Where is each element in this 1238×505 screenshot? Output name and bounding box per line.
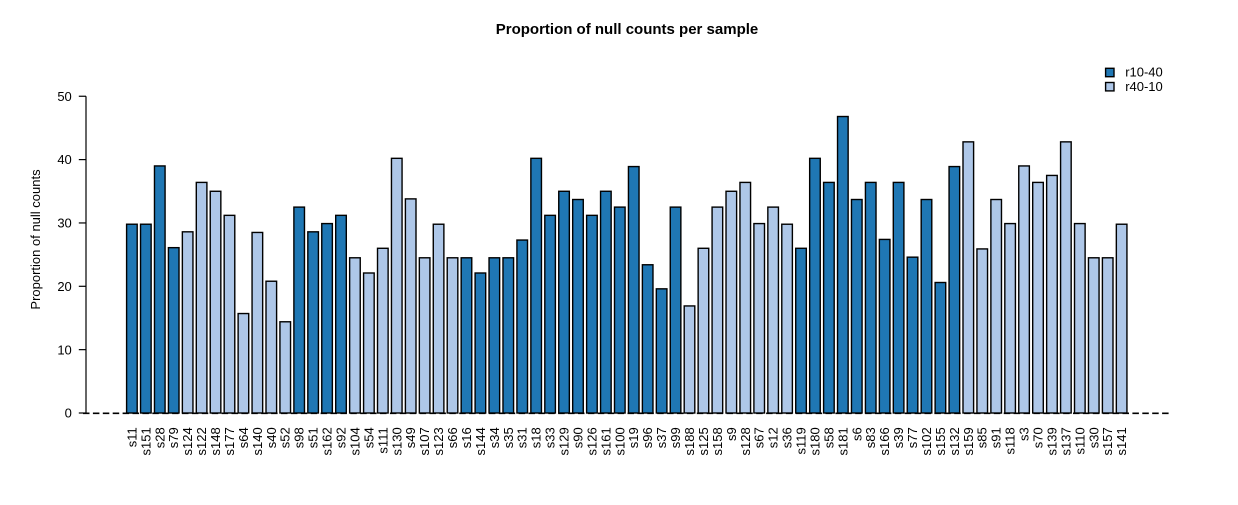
svg-text:s6: s6 — [849, 427, 864, 441]
svg-text:s129: s129 — [557, 427, 572, 455]
svg-text:s124: s124 — [180, 427, 195, 455]
svg-text:s126: s126 — [584, 427, 599, 455]
svg-text:s110: s110 — [1072, 427, 1087, 454]
svg-text:20: 20 — [57, 279, 71, 294]
svg-text:s52: s52 — [278, 427, 293, 448]
svg-text:s91: s91 — [989, 427, 1004, 448]
svg-text:s130: s130 — [389, 427, 404, 455]
svg-text:s122: s122 — [194, 427, 209, 455]
svg-text:s49: s49 — [403, 427, 418, 448]
svg-text:s151: s151 — [138, 427, 153, 455]
svg-text:s36: s36 — [780, 427, 795, 448]
svg-text:s128: s128 — [738, 427, 753, 455]
svg-text:s144: s144 — [473, 427, 488, 455]
svg-text:30: 30 — [57, 216, 71, 231]
svg-text:s181: s181 — [835, 427, 850, 455]
svg-text:s39: s39 — [891, 427, 906, 448]
svg-text:s141: s141 — [1114, 427, 1129, 455]
svg-text:s85: s85 — [975, 427, 990, 448]
svg-text:s12: s12 — [766, 427, 781, 448]
svg-text:s102: s102 — [919, 427, 934, 455]
svg-text:s137: s137 — [1058, 427, 1073, 455]
svg-text:Proportion of null counts: Proportion of null counts — [28, 169, 43, 310]
svg-text:s37: s37 — [654, 427, 669, 448]
svg-text:0: 0 — [65, 406, 72, 421]
svg-text:40: 40 — [57, 152, 71, 167]
svg-text:10: 10 — [57, 342, 71, 357]
svg-text:s31: s31 — [515, 427, 530, 448]
svg-text:s18: s18 — [529, 427, 544, 448]
svg-text:s123: s123 — [431, 427, 446, 455]
svg-text:s90: s90 — [570, 427, 585, 448]
svg-text:s96: s96 — [640, 427, 655, 448]
svg-text:s64: s64 — [236, 427, 251, 448]
svg-text:s111: s111 — [375, 427, 390, 453]
svg-text:s166: s166 — [877, 427, 892, 455]
svg-text:s83: s83 — [863, 427, 878, 448]
svg-text:s30: s30 — [1086, 427, 1101, 448]
svg-text:s155: s155 — [933, 427, 948, 455]
svg-text:s79: s79 — [166, 427, 181, 448]
svg-text:s9: s9 — [724, 427, 739, 441]
svg-text:s159: s159 — [961, 427, 976, 455]
svg-text:s119: s119 — [794, 427, 809, 454]
svg-text:s77: s77 — [905, 427, 920, 448]
svg-text:s148: s148 — [208, 427, 223, 455]
svg-text:s67: s67 — [752, 427, 767, 448]
svg-text:s92: s92 — [334, 427, 349, 448]
svg-text:s35: s35 — [501, 427, 516, 448]
svg-text:s107: s107 — [417, 427, 432, 455]
svg-text:s3: s3 — [1017, 427, 1032, 441]
svg-text:s19: s19 — [626, 427, 641, 448]
svg-text:s70: s70 — [1031, 427, 1046, 448]
svg-text:s177: s177 — [222, 427, 237, 455]
svg-text:s100: s100 — [612, 427, 627, 455]
svg-text:s162: s162 — [320, 427, 335, 455]
svg-text:s104: s104 — [347, 427, 362, 455]
svg-text:s161: s161 — [598, 427, 613, 455]
svg-text:s33: s33 — [543, 427, 558, 448]
svg-text:s132: s132 — [947, 427, 962, 455]
svg-text:s66: s66 — [445, 427, 460, 448]
svg-text:Proportion of null counts per: Proportion of null counts per sample — [496, 21, 759, 38]
svg-text:s16: s16 — [459, 427, 474, 448]
svg-text:50: 50 — [57, 89, 71, 104]
svg-text:s99: s99 — [668, 427, 683, 448]
svg-text:s54: s54 — [361, 427, 376, 448]
svg-text:s11: s11 — [124, 427, 139, 447]
svg-text:s28: s28 — [152, 427, 167, 448]
svg-text:r10-40: r10-40 — [1125, 65, 1163, 80]
svg-text:s40: s40 — [264, 427, 279, 448]
svg-text:s140: s140 — [250, 427, 265, 455]
svg-text:s98: s98 — [292, 427, 307, 448]
svg-text:r40-10: r40-10 — [1125, 79, 1163, 94]
svg-text:s51: s51 — [306, 427, 321, 448]
svg-text:s118: s118 — [1003, 427, 1018, 454]
svg-text:s34: s34 — [487, 427, 502, 448]
svg-text:s180: s180 — [807, 427, 822, 455]
svg-text:s188: s188 — [682, 427, 697, 455]
svg-text:s58: s58 — [821, 427, 836, 448]
svg-text:s125: s125 — [696, 427, 711, 455]
svg-text:s157: s157 — [1100, 427, 1115, 455]
svg-text:s158: s158 — [710, 427, 725, 455]
svg-text:s139: s139 — [1044, 427, 1059, 455]
